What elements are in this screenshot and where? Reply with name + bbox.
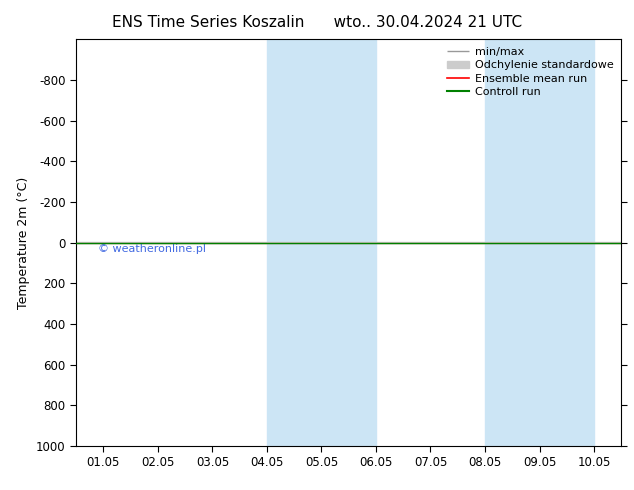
Legend: min/max, Odchylenie standardowe, Ensemble mean run, Controll run: min/max, Odchylenie standardowe, Ensembl… bbox=[443, 43, 618, 101]
Y-axis label: Temperature 2m (°C): Temperature 2m (°C) bbox=[18, 176, 30, 309]
Text: © weatheronline.pl: © weatheronline.pl bbox=[98, 244, 206, 254]
Text: ENS Time Series Koszalin      wto.. 30.04.2024 21 UTC: ENS Time Series Koszalin wto.. 30.04.202… bbox=[112, 15, 522, 30]
Bar bbox=[267, 39, 376, 446]
Bar bbox=[485, 39, 594, 446]
